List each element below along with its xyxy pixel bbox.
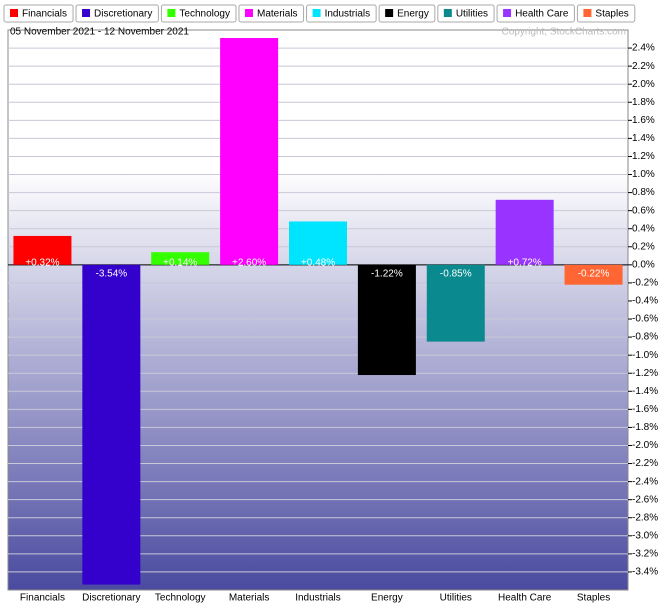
y-tick-label: -1.4% <box>632 386 658 397</box>
legend-label[interactable]: Utilities <box>456 9 488 20</box>
y-tick-label: -1.2% <box>632 368 658 379</box>
value-label: +2.60% <box>232 257 266 268</box>
x-tick-label: Materials <box>229 593 270 604</box>
x-tick-label: Staples <box>577 593 610 604</box>
bar <box>289 221 347 265</box>
y-tick-label: 0.6% <box>632 205 655 216</box>
y-tick-label: -2.4% <box>632 476 658 487</box>
legend-label[interactable]: Technology <box>179 9 230 20</box>
legend-item[interactable] <box>75 4 159 23</box>
y-tick-label: -2.2% <box>632 458 658 469</box>
y-tick-label: -1.0% <box>632 350 658 361</box>
value-label: +0.48% <box>301 257 335 268</box>
legend-label[interactable]: Industrials <box>325 9 371 20</box>
y-tick-label: 2.0% <box>632 79 655 90</box>
legend-item[interactable] <box>306 4 377 23</box>
y-tick-label: 2.4% <box>632 43 655 54</box>
bar <box>13 235 72 265</box>
legend-swatch <box>385 9 394 17</box>
y-tick-label: 0.0% <box>632 259 655 270</box>
bar <box>220 38 279 265</box>
bar <box>151 252 210 265</box>
legend-item[interactable] <box>160 4 237 23</box>
legend-item[interactable] <box>238 4 305 23</box>
legend-swatch <box>583 9 592 17</box>
value-label: +0.14% <box>163 257 197 268</box>
y-tick-label: 1.2% <box>632 151 655 162</box>
bar <box>495 199 554 265</box>
y-tick-label: 0.4% <box>632 223 655 234</box>
y-tick-label: -3.0% <box>632 530 658 541</box>
copyright: Copyright, StockCharts.com <box>502 27 627 38</box>
y-tick-label: -0.4% <box>632 296 658 307</box>
y-tick-label: -0.2% <box>632 278 658 289</box>
legend-item[interactable] <box>496 4 575 23</box>
value-label: -0.22% <box>578 268 610 279</box>
y-tick-label: -2.0% <box>632 440 658 451</box>
legend-swatch <box>503 9 512 17</box>
y-tick-label: -2.6% <box>632 494 658 505</box>
value-label: -0.85% <box>440 268 472 279</box>
legend-item[interactable] <box>3 4 74 23</box>
bar <box>82 264 141 585</box>
y-tick-label: -3.2% <box>632 549 658 560</box>
bar <box>426 264 485 342</box>
y-tick-label: 1.6% <box>632 115 655 126</box>
y-tick-label: -2.8% <box>632 512 658 523</box>
x-tick-label: Discretionary <box>82 593 140 604</box>
legend-label[interactable]: Staples <box>595 9 628 20</box>
y-tick-label: 0.2% <box>632 241 655 252</box>
legend-item[interactable] <box>437 4 495 23</box>
legend-swatch <box>82 9 91 17</box>
y-tick-label: 0.8% <box>632 187 655 198</box>
x-tick-label: Financials <box>20 593 65 604</box>
x-tick-label: Health Care <box>498 593 552 604</box>
legend-swatch <box>167 9 176 17</box>
y-tick-label: -3.4% <box>632 567 658 578</box>
legend-item[interactable] <box>576 4 636 23</box>
legend-swatch <box>312 9 321 17</box>
x-tick-label: Energy <box>371 593 403 604</box>
legend-swatch <box>10 9 18 17</box>
legend-label[interactable]: Health Care <box>515 9 569 20</box>
y-tick-label: 2.2% <box>632 61 655 72</box>
bar <box>357 264 416 376</box>
y-tick-label: -0.6% <box>632 314 658 325</box>
y-tick-label: 1.8% <box>632 97 655 108</box>
legend-swatch <box>443 9 452 17</box>
value-label: -3.54% <box>95 268 127 279</box>
x-tick-label: Technology <box>155 593 206 604</box>
value-label: +0.32% <box>25 257 59 268</box>
x-tick-label: Utilities <box>440 593 472 604</box>
x-tick-label: Industrials <box>295 593 341 604</box>
bar <box>564 264 623 285</box>
y-tick-label: -1.8% <box>632 422 658 433</box>
y-tick-label: 1.4% <box>632 133 655 144</box>
y-tick-label: 1.0% <box>632 169 655 180</box>
chart-title: 05 November 2021 - 12 November 2021 <box>10 27 189 38</box>
y-tick-label: -0.8% <box>632 332 658 343</box>
value-label: +0.72% <box>508 257 542 268</box>
y-tick-label: -1.6% <box>632 404 658 415</box>
legend-label[interactable]: Energy <box>397 9 429 20</box>
value-label: -1.22% <box>371 268 403 279</box>
legend-label[interactable]: Discretionary <box>94 9 152 20</box>
legend-swatch <box>244 9 253 17</box>
legend-label[interactable]: Financials <box>22 9 67 20</box>
legend-label[interactable]: Materials <box>257 9 298 20</box>
